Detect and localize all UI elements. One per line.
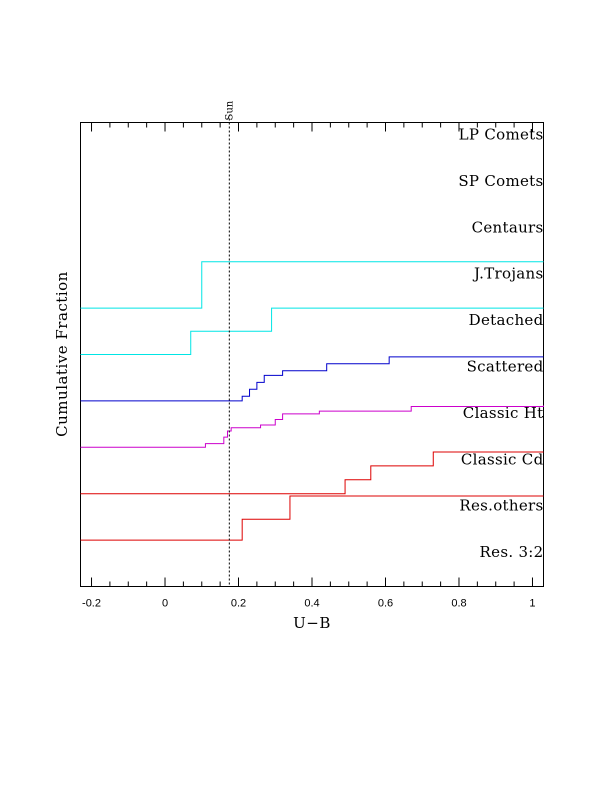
series-step-line (80, 307, 544, 355)
y-axis-title: Cumulative Fraction (53, 271, 71, 437)
series-step-line (80, 495, 544, 541)
series-step-line (80, 405, 544, 448)
group-label: SP Comets (458, 172, 543, 190)
group-label: Res.others (459, 497, 543, 515)
x-tick-label: 0.6 (378, 598, 393, 610)
x-tick-label: -0.2 (82, 598, 101, 610)
group-label: J.Trojans (472, 265, 543, 283)
sun-label: Sun (224, 100, 235, 120)
series-step-line (80, 356, 544, 402)
group-label: Detached (469, 311, 544, 329)
group-labels: LP Comets SP Comets Centaurs J.Trojans Detac… (458, 126, 543, 562)
series-step-line (80, 261, 544, 309)
x-tick-label: 0.8 (451, 598, 466, 610)
group-label: Scattered (467, 358, 544, 376)
x-axis-title: U−B (293, 614, 331, 632)
x-axis-tick-labels: -0.2 0 0.2 0.4 0.6 0.8 1 (82, 598, 535, 610)
group-label: Centaurs (472, 218, 544, 236)
group-label: Res. 3:2 (480, 543, 544, 561)
x-tick-label: 0 (162, 598, 168, 610)
x-tick-label: 1 (529, 598, 535, 610)
group-label: Classic Cd (461, 450, 544, 468)
group-label: LP Comets (459, 126, 544, 144)
series-step-line (80, 451, 544, 495)
x-tick-label: 0.2 (231, 598, 246, 610)
x-axis-ticks (91, 122, 533, 587)
x-tick-label: 0.4 (304, 598, 319, 610)
group-label: Classic Ht (463, 404, 544, 422)
series-layer (80, 261, 544, 541)
